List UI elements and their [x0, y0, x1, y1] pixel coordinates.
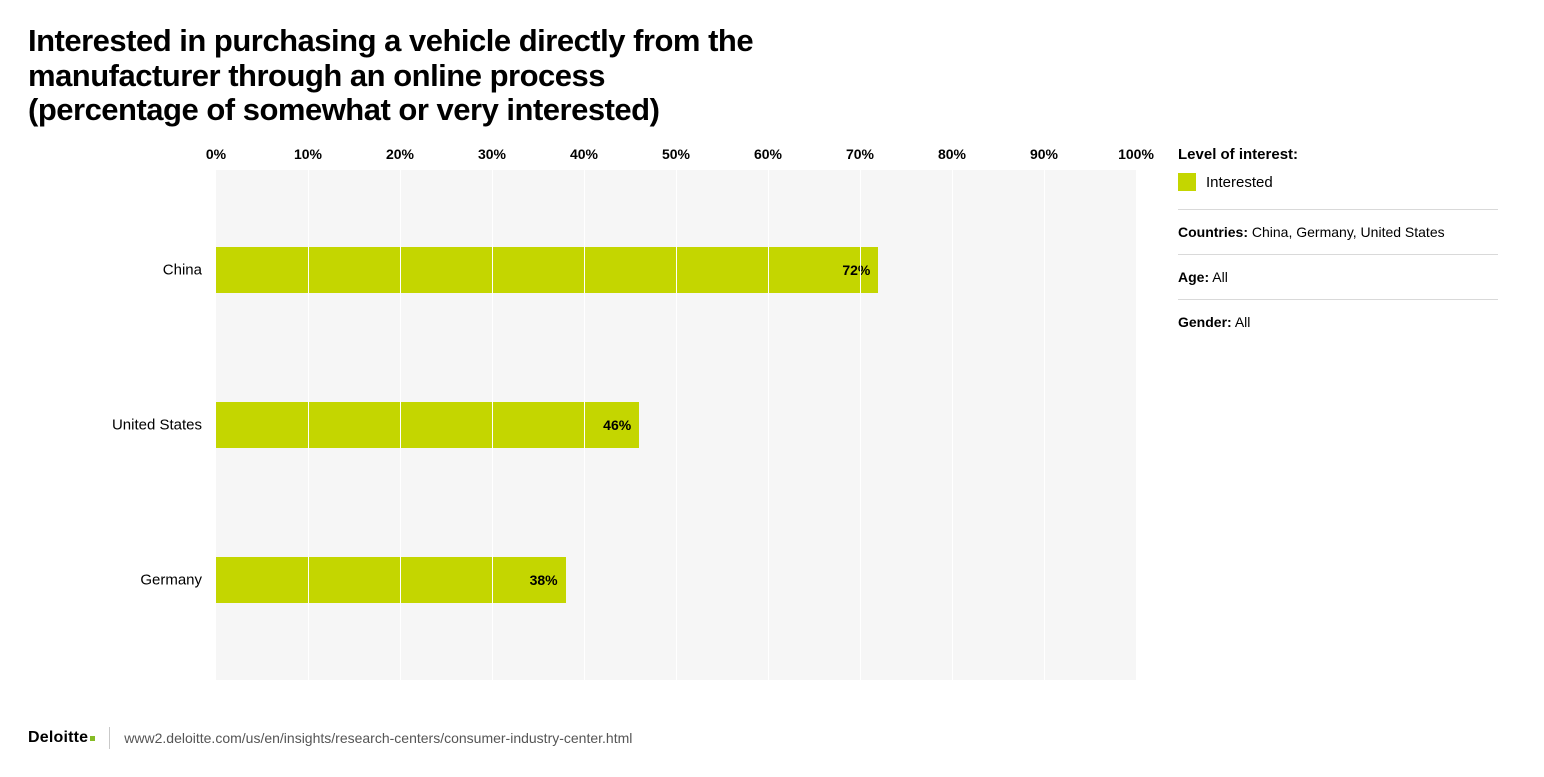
footer: Deloitte www2.deloitte.com/us/en/insight… — [28, 727, 632, 749]
footer-separator — [109, 727, 110, 749]
gridline — [1044, 170, 1045, 680]
filter-age-label: Age: — [1178, 269, 1209, 285]
brand-logo: Deloitte — [28, 729, 95, 747]
filter-gender-label: Gender: — [1178, 314, 1232, 330]
footer-url: www2.deloitte.com/us/en/insights/researc… — [124, 730, 632, 746]
x-tick-label: 0% — [206, 146, 226, 162]
x-tick-label: 70% — [846, 146, 874, 162]
category-label: United States — [112, 417, 202, 434]
chart: 0%10%20%30%40%50%60%70%80%90%100% China7… — [216, 146, 1136, 680]
filter-countries-label: Countries: — [1178, 224, 1248, 240]
chart-title: Interested in purchasing a vehicle direc… — [28, 24, 768, 128]
brand-dot-icon — [90, 736, 95, 741]
x-tick-label: 60% — [754, 146, 782, 162]
bar-value-label: 46% — [603, 417, 631, 433]
x-tick-label: 30% — [478, 146, 506, 162]
gridline — [768, 170, 769, 680]
category-label: China — [163, 261, 202, 278]
legend-label: Interested — [1206, 174, 1273, 191]
bar-value-label: 38% — [530, 572, 558, 588]
gridline — [584, 170, 585, 680]
filter-gender: Gender: All — [1178, 299, 1498, 344]
x-tick-label: 50% — [662, 146, 690, 162]
bar-fill: 72% — [216, 247, 878, 293]
brand-text: Deloitte — [28, 729, 88, 746]
gridline — [952, 170, 953, 680]
filter-gender-value: All — [1235, 314, 1251, 330]
bar-value-label: 72% — [842, 262, 870, 278]
gridline — [676, 170, 677, 680]
filter-age-value: All — [1212, 269, 1228, 285]
filter-age: Age: All — [1178, 254, 1498, 299]
category-label: Germany — [140, 572, 202, 589]
gridline — [308, 170, 309, 680]
x-axis: 0%10%20%30%40%50%60%70%80%90%100% — [216, 146, 1136, 170]
gridline — [492, 170, 493, 680]
filter-countries-value: China, Germany, United States — [1252, 224, 1445, 240]
x-tick-label: 40% — [570, 146, 598, 162]
x-tick-label: 100% — [1118, 146, 1154, 162]
gridline — [400, 170, 401, 680]
legend-swatch-icon — [1178, 173, 1196, 191]
x-tick-label: 80% — [938, 146, 966, 162]
bar-fill: 46% — [216, 402, 639, 448]
x-tick-label: 20% — [386, 146, 414, 162]
legend-item: Interested — [1178, 173, 1498, 191]
bar-fill: 38% — [216, 557, 566, 603]
legend-title: Level of interest: — [1178, 146, 1498, 163]
side-panel: Level of interest: Interested Countries:… — [1138, 146, 1498, 680]
gridline — [860, 170, 861, 680]
plot-area: China72%United States46%Germany38% — [216, 170, 1136, 680]
filter-countries: Countries: China, Germany, United States — [1178, 209, 1498, 254]
x-tick-label: 90% — [1030, 146, 1058, 162]
x-tick-label: 10% — [294, 146, 322, 162]
